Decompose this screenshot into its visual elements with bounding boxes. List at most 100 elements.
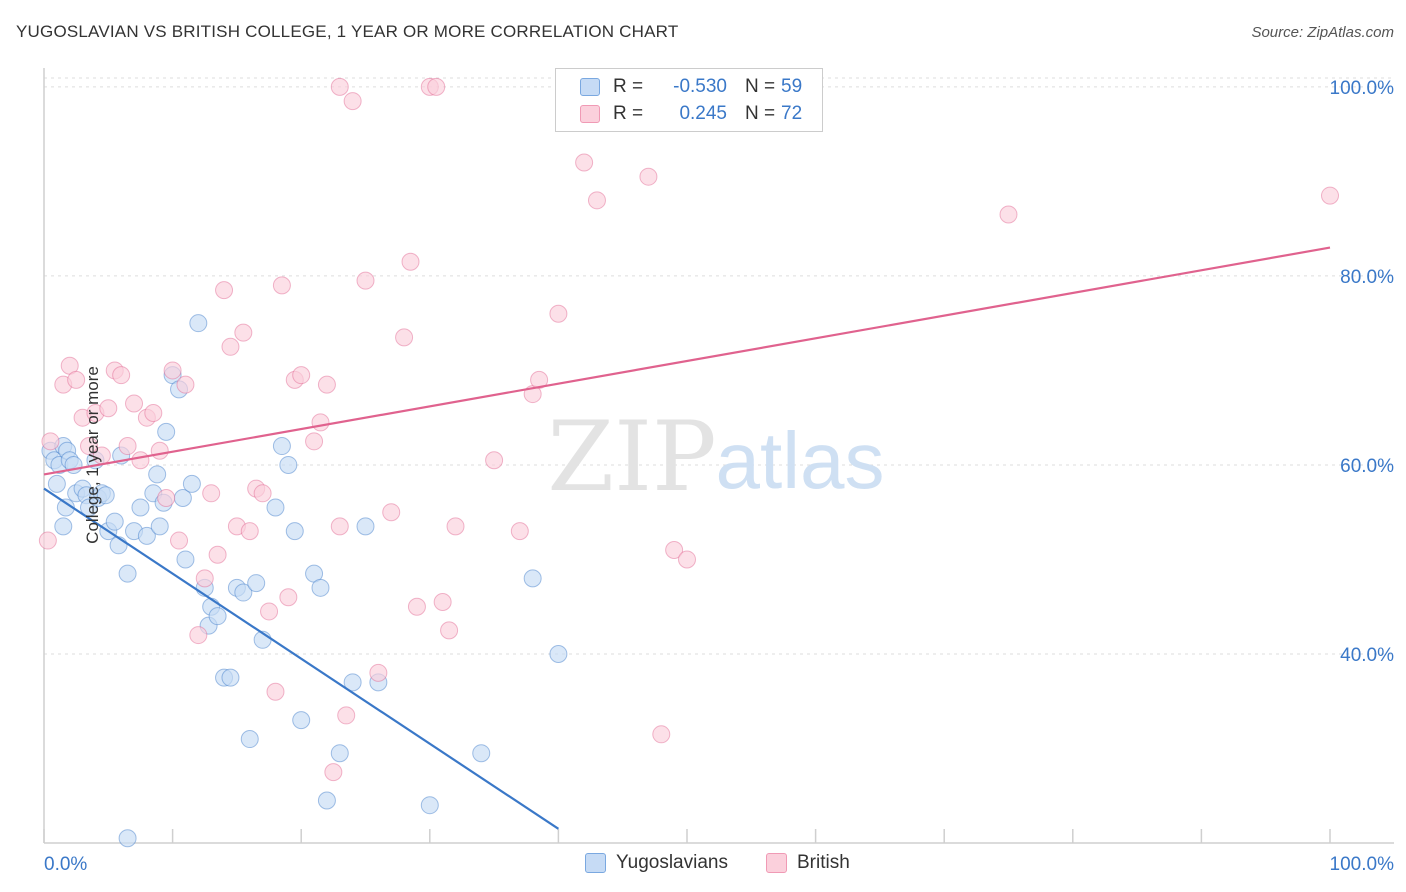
data-point (420, 796, 439, 815)
data-point (427, 77, 446, 96)
data-point (549, 644, 568, 663)
data-point (330, 517, 349, 536)
data-point (215, 281, 234, 300)
data-point (208, 545, 227, 564)
data-point (99, 399, 118, 418)
data-point (652, 725, 671, 744)
data-point (279, 588, 298, 607)
data-point (999, 205, 1018, 224)
data-point (240, 522, 259, 541)
data-point (105, 512, 124, 531)
trend-lines (43, 246, 1331, 830)
data-point (176, 375, 195, 394)
data-point (157, 489, 176, 508)
data-point (208, 607, 227, 626)
data-point (317, 375, 336, 394)
data-point (356, 271, 375, 290)
data-point (356, 517, 375, 536)
legend-swatch-blue (580, 78, 600, 96)
data-point (148, 465, 167, 484)
data-point (324, 763, 343, 782)
data-point (337, 706, 356, 725)
legend-r-label: R = (613, 76, 644, 97)
data-point (549, 304, 568, 323)
data-point (1321, 186, 1339, 205)
legend-n-label: N = (745, 103, 776, 124)
data-point (176, 550, 195, 569)
data-point (678, 550, 696, 569)
data-point (575, 153, 594, 172)
x-tick-label-max: 100.0% (1330, 854, 1395, 875)
data-point (407, 597, 426, 616)
data-point (125, 394, 144, 413)
data-point (317, 791, 336, 810)
legend-n-label: N = (745, 76, 776, 97)
x-ticks (43, 829, 1331, 843)
data-point (510, 522, 529, 541)
data-point (343, 92, 362, 111)
data-point (292, 711, 311, 730)
data-point (440, 621, 459, 640)
data-point (343, 673, 362, 692)
y-tick-label: 100.0% (1330, 78, 1395, 99)
data-point (272, 437, 291, 456)
series-swatch-pink (766, 853, 787, 873)
data-point (272, 276, 291, 295)
data-point (189, 626, 208, 645)
data-point (382, 503, 401, 522)
legend-r-label: R = (613, 103, 644, 124)
legend-n-value: 59 (781, 76, 803, 97)
legend-swatch-pink (580, 105, 600, 123)
data-point (305, 432, 324, 451)
data-point (189, 314, 208, 333)
data-point (305, 564, 324, 583)
trend-line (43, 246, 1331, 476)
data-point (247, 574, 266, 593)
data-point (118, 564, 137, 583)
data-point (118, 437, 137, 456)
data-point (131, 451, 150, 470)
data-point (54, 517, 73, 536)
data-point (433, 592, 452, 611)
data-point (118, 829, 137, 848)
data-point (221, 668, 240, 687)
data-point (182, 474, 201, 493)
series-name: British (797, 852, 850, 873)
trend-line (43, 487, 560, 830)
data-point (530, 370, 549, 389)
legend-n-value: 72 (781, 103, 803, 124)
data-point (253, 484, 272, 503)
data-point (266, 498, 285, 517)
data-point (311, 578, 330, 597)
data-point (240, 730, 259, 749)
y-tick-label: 40.0% (1340, 645, 1394, 666)
data-point (80, 437, 99, 456)
data-point (170, 531, 189, 550)
y-axis-label: College, 1 year or more (82, 366, 102, 544)
points (38, 77, 1339, 848)
data-point (157, 422, 176, 441)
chart-title: YUGOSLAVIAN VS BRITISH COLLEGE, 1 YEAR O… (16, 22, 679, 41)
data-point (67, 370, 86, 389)
data-point (665, 541, 684, 560)
series-name: Yugoslavians (616, 852, 728, 873)
data-point (150, 517, 169, 536)
data-point (395, 328, 414, 347)
data-point (369, 663, 388, 682)
data-point (234, 323, 253, 342)
data-point (131, 498, 150, 517)
source-label: Source: ZipAtlas.com (1251, 24, 1394, 41)
data-point (60, 356, 79, 375)
data-point (401, 252, 420, 271)
data-point (266, 682, 285, 701)
data-point (109, 536, 128, 555)
data-point (311, 413, 330, 432)
data-point (446, 517, 465, 536)
legend-r-value: -0.530 (673, 76, 727, 97)
legend-row-yugoslavians: R = -0.530 N = 59 (580, 75, 802, 99)
y-tick-label: 80.0% (1340, 267, 1394, 288)
data-point (41, 432, 60, 451)
data-point (587, 191, 606, 210)
data-point (330, 744, 349, 763)
